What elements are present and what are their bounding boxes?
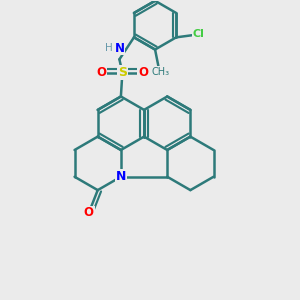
Text: O: O — [84, 206, 94, 219]
Text: CH₃: CH₃ — [152, 67, 170, 77]
Text: O: O — [97, 66, 106, 79]
Text: Cl: Cl — [193, 29, 204, 39]
Text: O: O — [138, 66, 148, 79]
Text: N: N — [114, 42, 124, 55]
Text: S: S — [118, 66, 127, 79]
Text: H: H — [104, 43, 112, 53]
Text: N: N — [116, 170, 126, 183]
